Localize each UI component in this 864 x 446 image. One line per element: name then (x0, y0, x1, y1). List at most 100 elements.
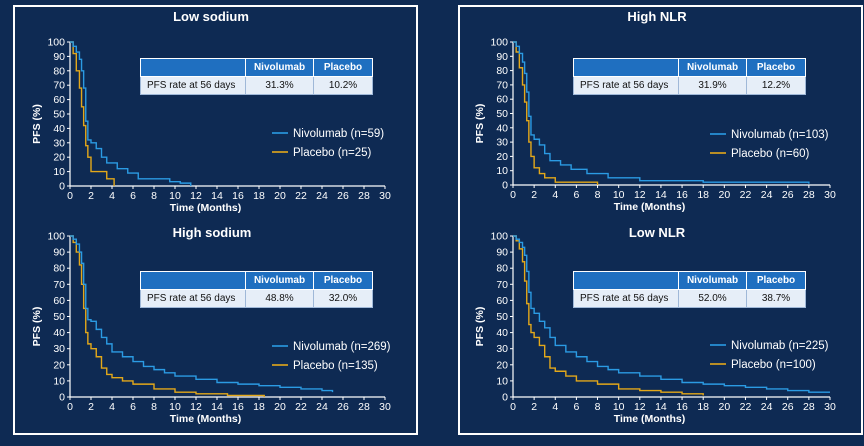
x-tick-label: 24 (761, 401, 773, 413)
chart-title: Low sodium (173, 9, 249, 24)
table-value-placebo: 38.7% (746, 289, 806, 308)
x-tick-label: 12 (190, 190, 202, 202)
y-tick-label: 40 (53, 327, 65, 339)
x-tick-label: 28 (803, 189, 815, 201)
y-tick-label: 30 (53, 137, 65, 149)
x-tick-label: 14 (211, 401, 223, 413)
y-tick-label: 10 (496, 165, 508, 177)
x-tick-label: 16 (676, 189, 688, 201)
nivolumab-curve (513, 41, 810, 184)
right-panel-frame (458, 5, 863, 435)
x-tick-label: 18 (253, 190, 265, 202)
x-tick-label: 2 (88, 401, 94, 413)
chart-title: High sodium (173, 225, 252, 240)
x-tick-label: 18 (697, 189, 709, 201)
y-tick-label: 80 (496, 65, 508, 77)
y-tick-label: 20 (53, 152, 65, 164)
x-tick-label: 20 (274, 190, 286, 202)
x-axis-label: Time (Months) (170, 413, 242, 425)
x-axis-label: Time (Months) (170, 202, 242, 214)
table-header-blank (140, 271, 246, 290)
x-tick-label: 16 (232, 190, 244, 202)
y-tick-label: 80 (53, 65, 65, 77)
placebo-curve (70, 235, 265, 397)
x-tick-label: 12 (634, 401, 646, 413)
y-tick-label: 0 (59, 392, 65, 404)
x-axis-label: Time (Months) (614, 201, 686, 213)
x-tick-label: 26 (782, 189, 794, 201)
x-axis-label: Time (Months) (614, 413, 686, 425)
x-tick-label: 8 (595, 401, 601, 413)
table-value-nivolumab: 31.9% (678, 76, 747, 95)
x-tick-label: 4 (109, 190, 115, 202)
y-tick-label: 100 (490, 37, 508, 49)
x-tick-label: 12 (190, 401, 202, 413)
x-tick-label: 24 (761, 189, 773, 201)
x-tick-label: 6 (130, 401, 136, 413)
pfs-rate-table: Nivolumab Placebo PFS rate at 56 days 31.3%… (140, 58, 373, 95)
x-tick-label: 6 (130, 190, 136, 202)
x-tick-label: 10 (169, 401, 181, 413)
table-header-nivolumab: Nivolumab (678, 58, 747, 77)
x-tick-label: 4 (552, 401, 558, 413)
x-tick-label: 24 (316, 190, 328, 202)
y-tick-label: 0 (59, 181, 65, 193)
y-tick-label: 10 (53, 166, 65, 178)
y-tick-label: 40 (53, 123, 65, 135)
legend-placebo-label: Placebo (n=25) (293, 147, 371, 159)
legend-placebo-label: Placebo (n=60) (731, 148, 809, 160)
table-row-label: PFS rate at 56 days (140, 76, 246, 95)
x-tick-label: 0 (67, 401, 73, 413)
x-tick-label: 30 (824, 189, 836, 201)
x-tick-label: 2 (531, 189, 537, 201)
table-value-nivolumab: 48.8% (245, 289, 314, 308)
table-header-placebo: Placebo (313, 58, 373, 77)
y-tick-label: 80 (53, 263, 65, 275)
placebo-curve (513, 235, 704, 396)
x-tick-label: 14 (655, 189, 667, 201)
y-tick-label: 90 (53, 51, 65, 63)
x-tick-label: 14 (655, 401, 667, 413)
y-tick-label: 50 (53, 311, 65, 323)
table-row-label: PFS rate at 56 days (573, 76, 679, 95)
x-tick-label: 20 (718, 401, 730, 413)
x-tick-label: 30 (379, 190, 391, 202)
x-tick-label: 26 (337, 401, 349, 413)
y-tick-label: 10 (53, 375, 65, 387)
y-tick-label: 40 (496, 122, 508, 134)
y-tick-label: 90 (496, 51, 508, 63)
legend-nivolumab-label: Nivolumab (n=269) (293, 341, 391, 353)
y-tick-label: 50 (53, 109, 65, 121)
nivolumab-curve (513, 235, 830, 393)
x-tick-label: 20 (274, 401, 286, 413)
y-tick-label: 20 (496, 151, 508, 163)
y-tick-label: 20 (53, 359, 65, 371)
x-tick-label: 8 (151, 190, 157, 202)
chart-title: High NLR (627, 9, 687, 24)
x-tick-label: 14 (211, 190, 223, 202)
y-axis-label: PFS (%) (31, 104, 43, 144)
x-tick-label: 24 (316, 401, 328, 413)
x-tick-label: 28 (358, 401, 370, 413)
pfs-rate-table: Nivolumab Placebo PFS rate at 56 days 31.9%… (573, 58, 806, 95)
y-tick-label: 40 (496, 327, 508, 339)
pfs-rate-table: Nivolumab Placebo PFS rate at 56 days 48.8%… (140, 271, 373, 308)
x-tick-label: 10 (169, 190, 181, 202)
y-tick-label: 0 (502, 392, 508, 404)
legend-placebo-label: Placebo (n=135) (293, 360, 378, 372)
nivolumab-curve (70, 41, 192, 186)
table-value-placebo: 32.0% (313, 289, 373, 308)
table-value-placebo: 10.2% (313, 76, 373, 95)
x-tick-label: 30 (379, 401, 391, 413)
x-tick-label: 28 (358, 190, 370, 202)
x-tick-label: 4 (109, 401, 115, 413)
y-tick-label: 30 (496, 343, 508, 355)
y-tick-label: 30 (496, 137, 508, 149)
x-tick-label: 22 (740, 189, 752, 201)
x-tick-label: 6 (573, 401, 579, 413)
x-tick-label: 22 (740, 401, 752, 413)
y-tick-label: 30 (53, 343, 65, 355)
y-tick-label: 100 (47, 37, 65, 49)
